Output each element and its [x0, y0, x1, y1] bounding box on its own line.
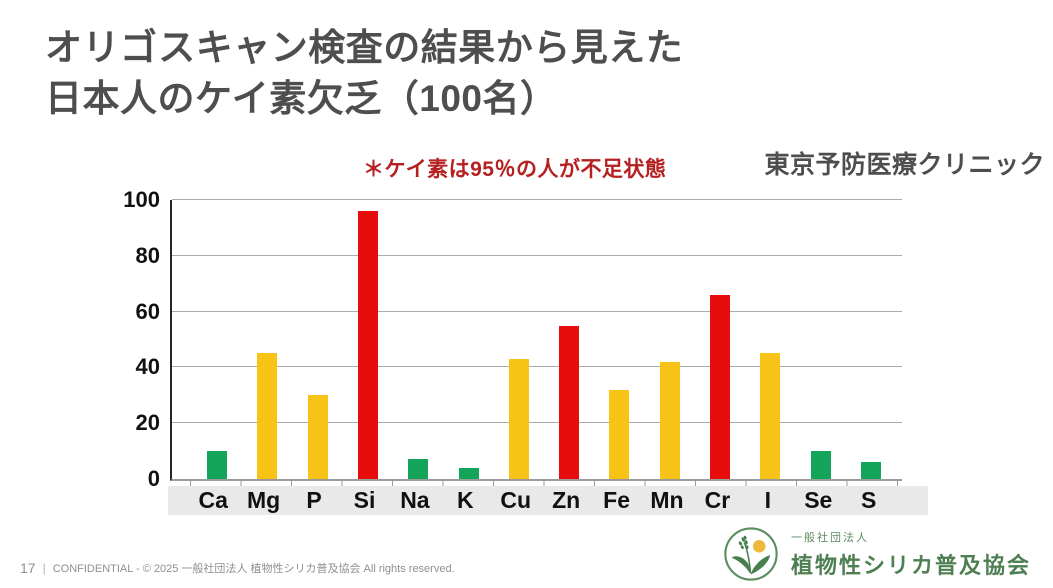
- logo-title: 植物性シリカ普及協会: [790, 552, 1031, 578]
- bar-K: [458, 467, 479, 479]
- gridline: [172, 310, 902, 312]
- bar-Se: [810, 451, 831, 479]
- x-axis-label-Se: Se: [804, 487, 833, 513]
- bar-Na: [408, 459, 429, 479]
- footer-confidential: 17 | CONFIDENTIAL - © 2025 一般社団法人 植物性シリカ…: [20, 560, 455, 576]
- x-axis-label-Fe: Fe: [603, 487, 630, 513]
- bar-Cr: [709, 294, 730, 479]
- bar-S: [860, 462, 881, 479]
- logo-subtitle: 一般社団法人: [790, 531, 869, 544]
- bar-Mn: [659, 361, 680, 479]
- x-axis-label-Cr: Cr: [704, 487, 731, 513]
- gridline: [172, 199, 902, 200]
- bar-slot: [494, 200, 544, 479]
- bar-slot: [594, 200, 644, 479]
- bar-slot: [293, 200, 343, 479]
- y-axis-tick-label: 100: [123, 187, 160, 212]
- bar-Si: [357, 211, 378, 479]
- rice-plant-emblem-icon: [724, 527, 778, 581]
- x-axis-label-P: P: [306, 487, 322, 513]
- x-axis-label-Ca: Ca: [198, 487, 228, 513]
- bar-slot: [846, 200, 896, 479]
- y-axis-tick-label: 20: [135, 410, 160, 436]
- footer-divider: |: [42, 561, 46, 575]
- bar-Mg: [257, 353, 278, 479]
- bar-slot: [645, 200, 695, 479]
- y-axis-tick-label: 60: [135, 298, 160, 324]
- chart-annotation: ＊ケイ素は95％の人が不足状態: [363, 158, 667, 181]
- x-axis-label-K: K: [457, 487, 474, 513]
- bar-series: [172, 200, 902, 479]
- x-axis-label-Na: Na: [400, 487, 430, 513]
- bar-I: [760, 353, 781, 479]
- y-axis-tick-label: 80: [135, 242, 160, 268]
- bar-slot: [795, 200, 845, 479]
- x-axis-label-S: S: [861, 487, 877, 513]
- y-axis-tick-label: 40: [135, 354, 160, 380]
- x-axis-label-I: I: [764, 487, 772, 513]
- bar-slot: [695, 200, 745, 479]
- bar-Fe: [609, 389, 630, 479]
- page-title: オリゴスキャン検査の結果から見えた 日本人のケイ素欠乏（100名）: [45, 22, 683, 124]
- bar-chart-plot-area: 0 20 40 60 80 100: [123, 189, 902, 490]
- x-axis-ticks: [170, 481, 902, 486]
- page-title-line1: オリゴスキャン検査の結果から見えた: [45, 27, 684, 68]
- x-axis-label-Zn: Zn: [552, 487, 581, 513]
- logo-text: 一般社団法人 植物性シリカ普及協会: [791, 529, 1031, 580]
- bar-Cu: [508, 359, 529, 479]
- gridline: [172, 366, 902, 368]
- confidential-text: CONFIDENTIAL - © 2025 一般社団法人 植物性シリカ普及協会 …: [52, 563, 455, 575]
- y-axis-tick-label: 0: [147, 466, 160, 491]
- x-axis-label-band: Ca Mg P Si Na K Cu Zn Fe Mn Cr I Se S: [168, 486, 928, 515]
- bar-slot: [443, 200, 493, 479]
- bar-P: [307, 395, 328, 479]
- bar-slot: [242, 200, 292, 479]
- bar-slot: [192, 200, 242, 479]
- gridline: [172, 254, 902, 256]
- x-axis-labels: Ca Mg P Si Na K Cu Zn Fe Mn Cr I Se S: [168, 486, 900, 515]
- x-axis-label-Mn: Mn: [650, 487, 684, 513]
- clinic-name: 東京予防医療クリニック: [764, 151, 1045, 179]
- bar-slot: [745, 200, 795, 479]
- association-logo: 一般社団法人 植物性シリカ普及協会: [722, 525, 1031, 583]
- bar-slot: [393, 200, 443, 479]
- bar-slot: [544, 200, 594, 479]
- page-number: 17: [20, 560, 36, 576]
- bar-Zn: [559, 325, 580, 479]
- bar-Ca: [207, 451, 228, 479]
- bar-slot: [343, 200, 393, 479]
- gridline: [172, 422, 902, 424]
- x-axis-label-Si: Si: [353, 487, 376, 513]
- x-axis-label-Cu: Cu: [500, 487, 532, 513]
- page-title-line2: 日本人のケイ素欠乏（100名）: [45, 78, 558, 119]
- x-axis-label-Mg: Mg: [247, 487, 281, 513]
